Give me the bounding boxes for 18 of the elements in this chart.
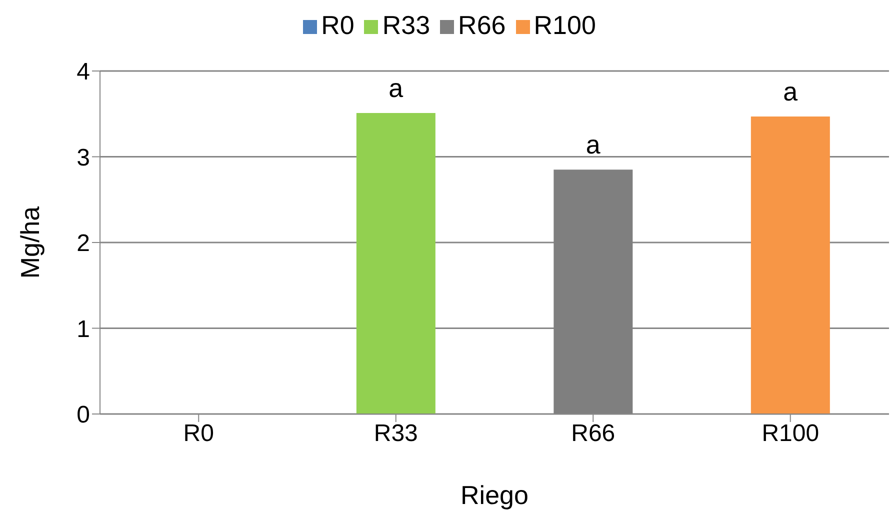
x-tick-label: R100 xyxy=(762,420,820,448)
legend-label: R100 xyxy=(534,10,596,40)
y-tick-label: 0 xyxy=(76,402,90,429)
legend-label: R33 xyxy=(382,10,430,40)
x-tick-label: R0 xyxy=(183,420,214,448)
x-axis-title: Riego xyxy=(460,480,528,510)
y-axis-title: Mg/ha xyxy=(15,206,46,279)
legend-label: R66 xyxy=(458,10,506,40)
annotation: a xyxy=(388,73,404,104)
x-tick-label: R33 xyxy=(374,420,418,448)
y-tick-label: 2 xyxy=(76,230,90,258)
x-tick-label: R66 xyxy=(571,420,616,448)
annotation: a xyxy=(783,76,798,106)
legend-label: R0 xyxy=(321,10,354,40)
y-tick-label: 1 xyxy=(76,316,90,343)
y-tick-label: 3 xyxy=(76,144,90,172)
annotation: a xyxy=(586,130,601,160)
y-tick-label: 4 xyxy=(76,58,90,86)
